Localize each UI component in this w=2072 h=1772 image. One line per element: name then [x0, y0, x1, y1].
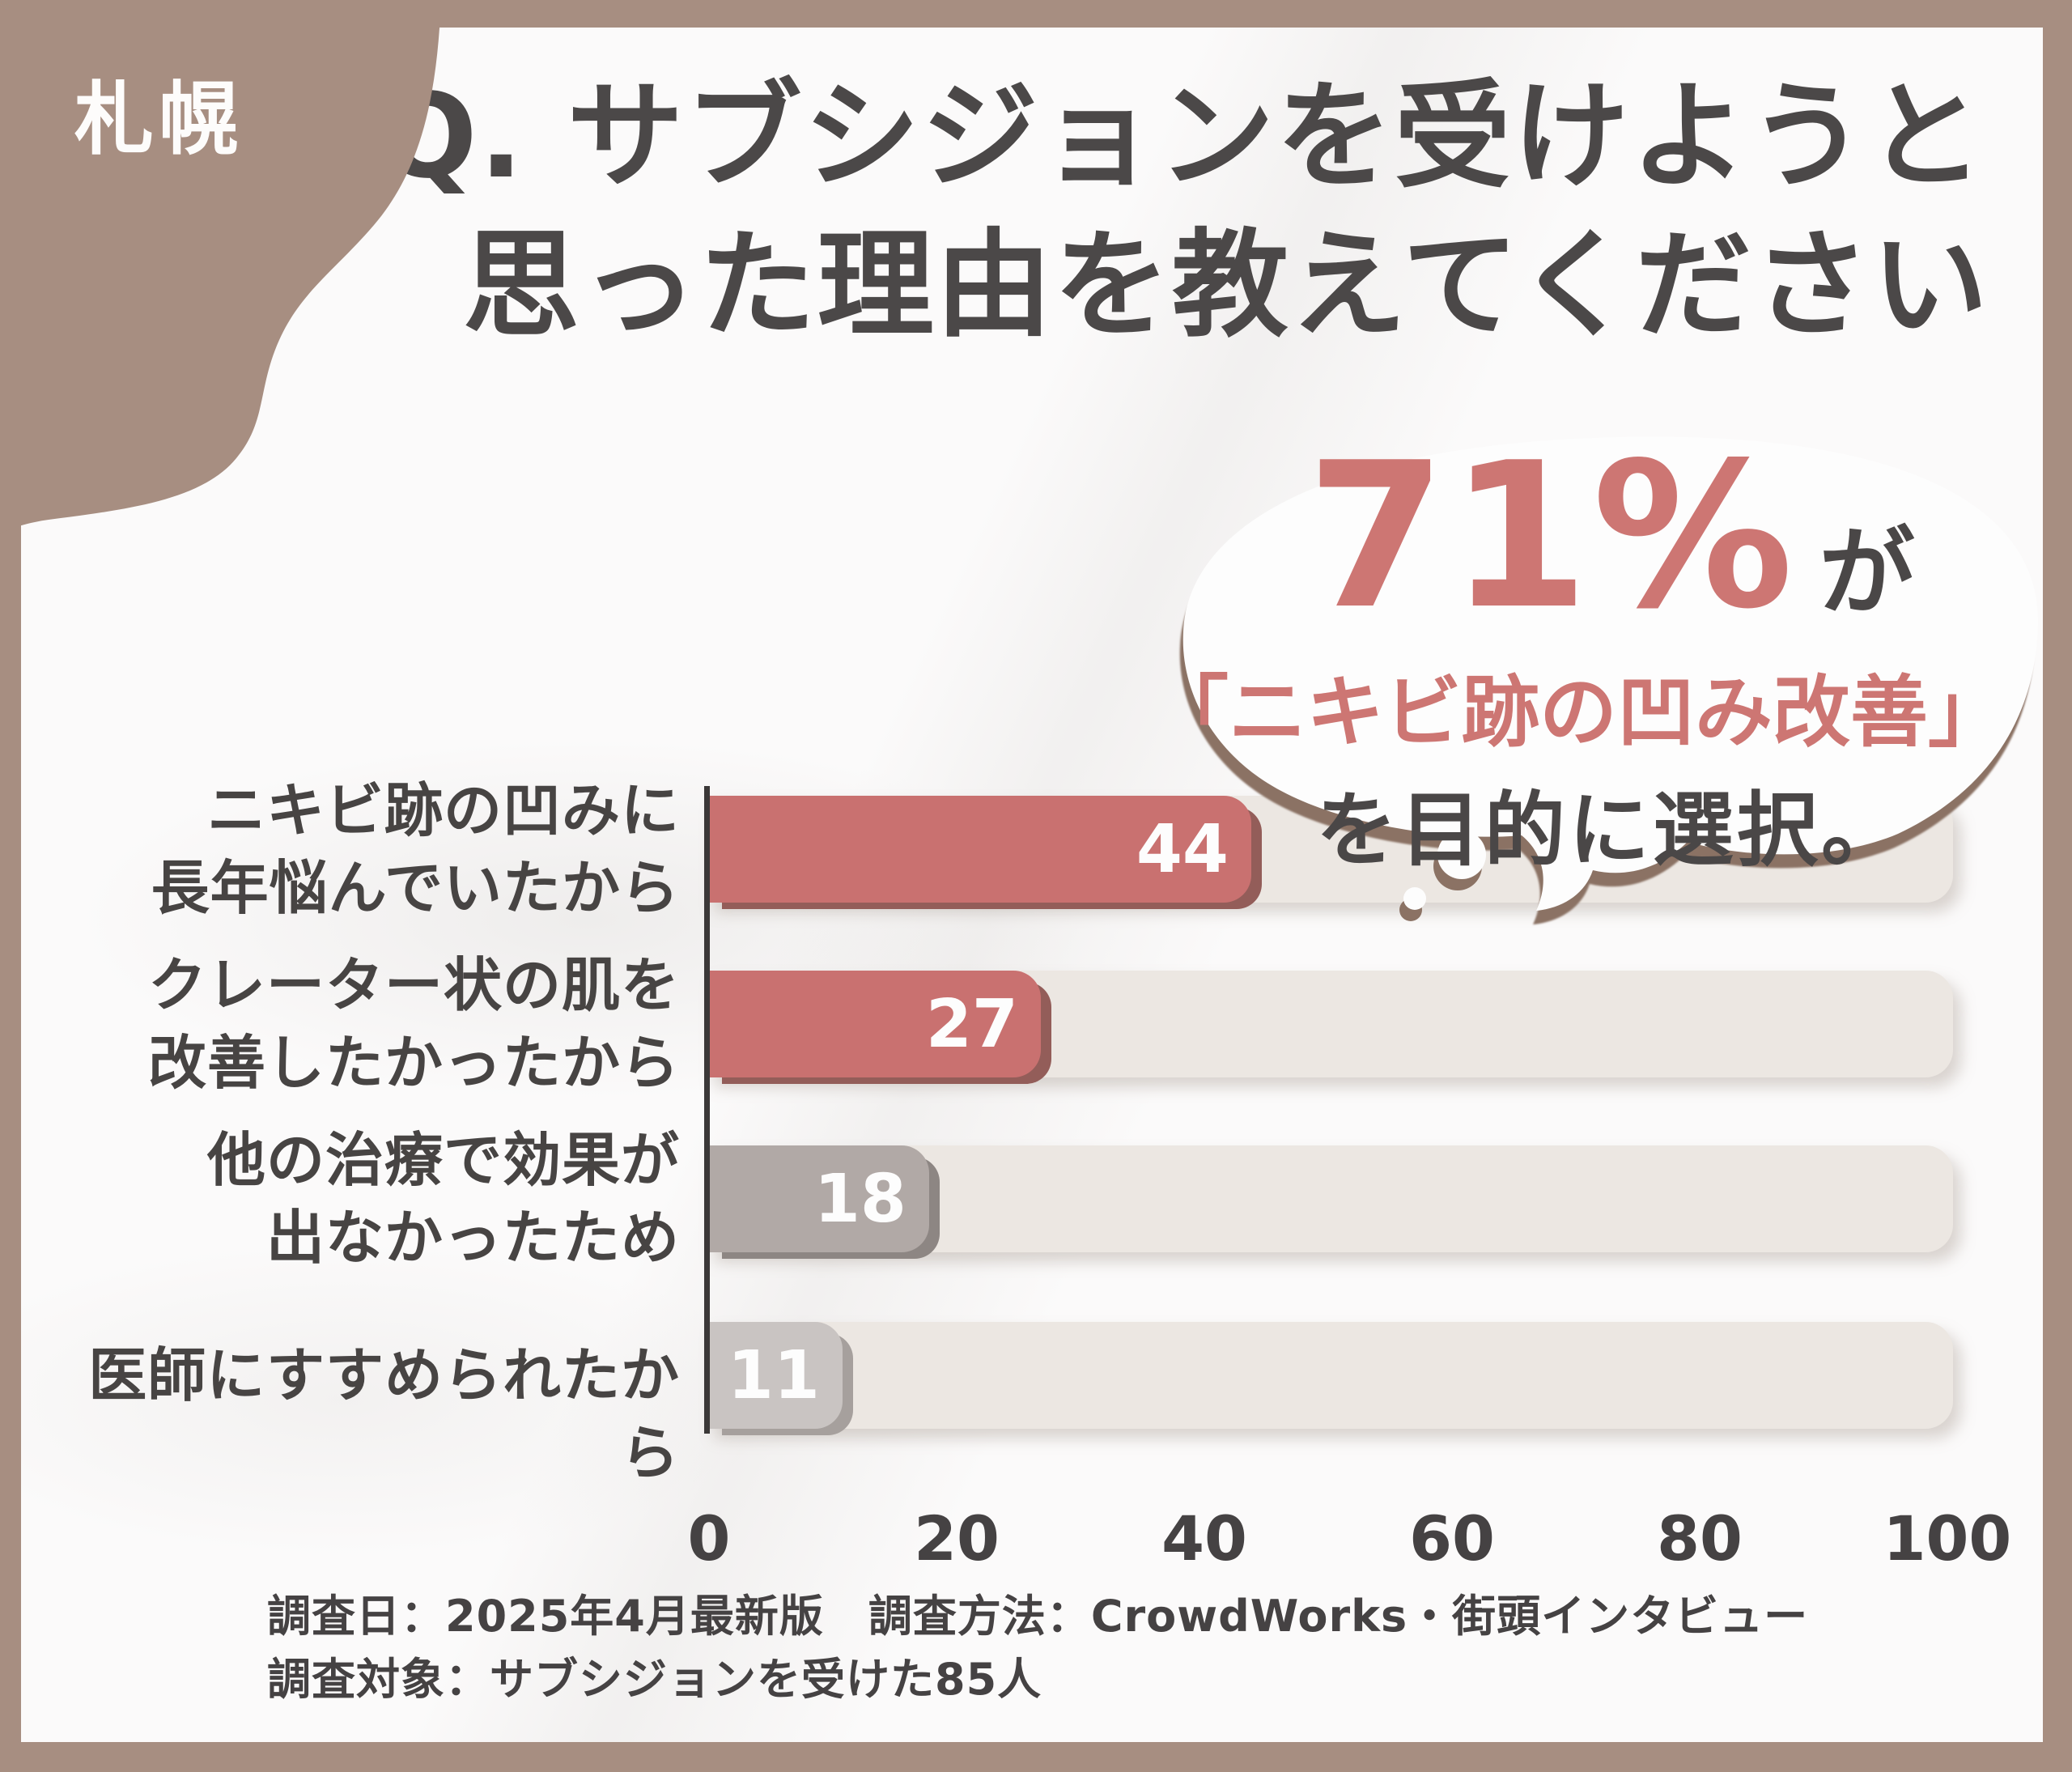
bar-value-label: 27: [925, 985, 1018, 1063]
bar: 11: [707, 1322, 843, 1429]
category-label-line: 出なかったため: [265, 1204, 680, 1272]
speech-bubble-shape: [1182, 436, 2039, 911]
speech-bubble: [1182, 436, 2039, 911]
axis-tick-label: 40: [1161, 1502, 1247, 1574]
survey-source-line1: 調査日：2025年4月最新版 調査方法：CrowdWorks・街頭インタビュー: [267, 1591, 1809, 1642]
axis-tick-label: 0: [687, 1502, 731, 1574]
survey-source-line2: 調査対象：サブシジョンを受けた85人: [267, 1654, 1042, 1705]
survey-source: 調査日：2025年4月最新版 調査方法：CrowdWorks・街頭インタビュー …: [267, 1585, 1808, 1711]
category-label: ニキビ跡の凹みに長年悩んでいたから: [32, 771, 680, 927]
page-title: Q. サブシジョンを受けようと 思った理由を教えてください: [324, 62, 2040, 359]
y-axis-line: [704, 786, 710, 1434]
category-label-line: 医師にすすめられたから: [88, 1341, 680, 1487]
stat-conclusion: を目的に選択。: [1316, 783, 1905, 878]
bar: 27: [707, 971, 1041, 1077]
category-label: クレーター状の肌を 改善したかったから: [32, 946, 680, 1102]
axis-tick-label: 60: [1409, 1502, 1495, 1574]
page-title-line1: Q. サブシジョンを受けようと: [378, 68, 1985, 204]
bar-value-label: 11: [727, 1336, 820, 1414]
category-label-line: 他の治療で効果が: [206, 1126, 680, 1194]
bar-track: 18: [707, 1145, 1953, 1252]
category-label-line: 長年悩んでいたから: [151, 854, 680, 922]
category-label: 他の治療で効果が出なかったため: [32, 1121, 680, 1277]
bar: 18: [707, 1145, 929, 1252]
bar-track: 11: [707, 1322, 1953, 1429]
stat-highlight: 「ニキビ跡の凹み改善」: [1151, 667, 2006, 758]
axis-tick-label: 80: [1657, 1502, 1743, 1574]
category-label-line: クレーター状の肌を: [147, 951, 680, 1019]
stat-row: 71% が: [1174, 436, 2048, 638]
page-title-line2: 思った理由を教えてください: [462, 217, 1990, 353]
thought-dot-small: [1403, 887, 1426, 910]
bar-value-label: 18: [813, 1160, 906, 1238]
corner-blob: [0, 0, 441, 534]
region-badge: 札幌: [74, 74, 244, 166]
axis-tick-label: 100: [1883, 1502, 2012, 1574]
category-label-line: 改善したかったから: [147, 1029, 680, 1097]
stat-particle: が: [1819, 516, 1915, 628]
corner-blob-shape: [0, 0, 441, 534]
stat-percvalue: 71%: [1306, 420, 1797, 653]
category-label: 医師にすすめられたから: [32, 1336, 680, 1492]
category-label-line: ニキビ跡の凹みに: [206, 776, 680, 844]
bar-value-label: 44: [1136, 810, 1229, 888]
thought-dot-large: [1437, 831, 1486, 879]
bar: 44: [707, 796, 1251, 903]
axis-tick-label: 20: [914, 1502, 1000, 1574]
bar-track: 27: [707, 971, 1953, 1077]
